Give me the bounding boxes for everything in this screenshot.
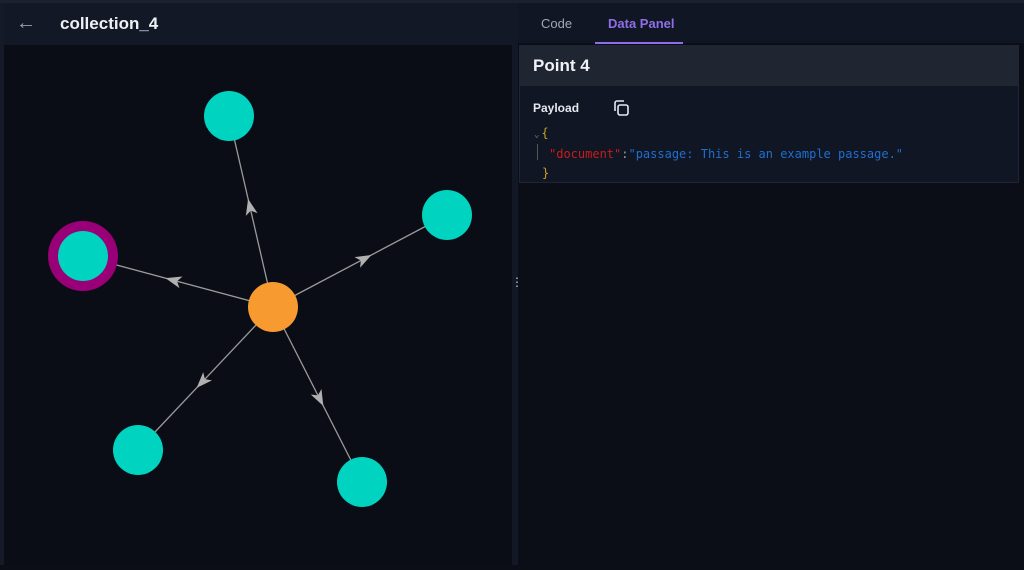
graph-node-n5[interactable]: [337, 457, 387, 507]
arrowhead-n1: [245, 198, 258, 216]
drag-handle-icon[interactable]: ⋮: [511, 275, 523, 289]
tab-code[interactable]: Code: [541, 16, 573, 31]
payload-label: Payload: [533, 101, 580, 115]
graph-node-n2[interactable]: [422, 190, 472, 240]
edge-n1: [228, 115, 274, 308]
json-key: "document": [549, 147, 622, 161]
graph-canvas[interactable]: [4, 45, 512, 565]
payload-json: ⌄{ "document":"passage: This is an examp…: [534, 124, 903, 183]
edge-n4: [137, 306, 274, 451]
json-indent-guide: [537, 144, 538, 160]
graph-svg[interactable]: [4, 45, 512, 565]
top-border: [0, 0, 1024, 3]
arrowhead-n5: [310, 389, 324, 407]
graph-header: ← collection_4: [4, 3, 512, 45]
collapse-caret-icon[interactable]: ⌄: [534, 130, 540, 140]
left-edge: [0, 3, 4, 565]
page-title: collection_4: [60, 14, 159, 33]
tab-bar: Code Data Panel: [518, 3, 1024, 44]
point-title: Point 4: [533, 56, 590, 75]
center-node[interactable]: [248, 282, 298, 332]
arrow-left-icon[interactable]: ←: [16, 12, 36, 34]
json-colon: :: [621, 147, 629, 161]
arrowhead-n2: [354, 254, 372, 268]
graph-node-n3[interactable]: [58, 231, 108, 281]
panel-splitter[interactable]: [512, 3, 518, 565]
graph-node-n1[interactable]: [204, 91, 254, 141]
point-card: Point 4 Payload ⌄{ "document":"passage: …: [519, 45, 1019, 183]
graph-node-n4[interactable]: [113, 425, 163, 475]
json-close-brace: }: [542, 166, 550, 180]
json-open-brace: {: [541, 126, 549, 140]
edge-n2: [272, 214, 448, 308]
point-card-header: Point 4: [520, 46, 1018, 86]
json-value: "passage: This is an example passage.": [628, 147, 904, 161]
edge-n5: [272, 306, 363, 483]
copy-icon[interactable]: [612, 99, 630, 117]
tab-data-panel[interactable]: Data Panel: [608, 16, 675, 31]
active-tab-indicator: [595, 42, 683, 44]
arrowhead-n4: [196, 372, 212, 388]
arrowhead-n3: [165, 276, 183, 289]
